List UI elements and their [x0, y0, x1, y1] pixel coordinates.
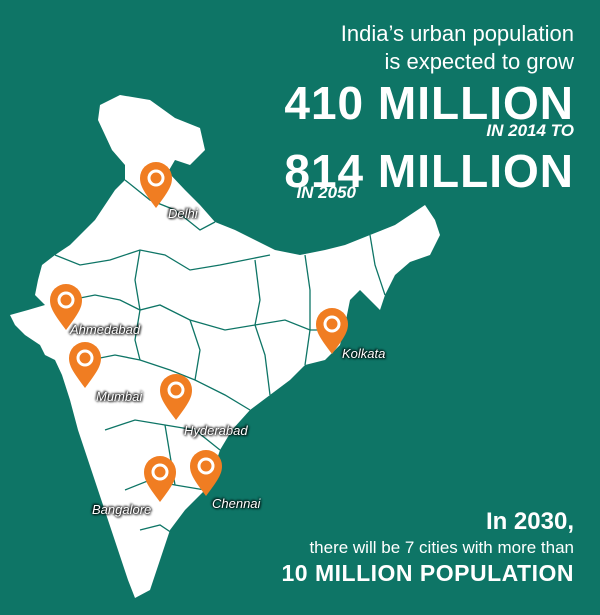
headline-line-2: is expected to grow — [384, 49, 574, 74]
city-label-chennai: Chennai — [212, 496, 261, 511]
footer-text: there will be 7 cities with more than — [309, 538, 574, 557]
headline-period-2014: IN 2014 TO — [486, 121, 574, 140]
city-label-ahmedabad: Ahmedabad — [70, 322, 141, 337]
footer-year: In 2030, — [485, 508, 574, 535]
footer-highlight: 10 MILLION POPULATION — [281, 560, 574, 586]
india-outline — [10, 95, 440, 598]
headline-period-2050: IN 2050 — [296, 183, 356, 202]
city-label-delhi: Delhi — [168, 206, 198, 221]
city-label-kolkata: Kolkata — [342, 346, 386, 361]
headline: India’s urban population is expected to … — [154, 20, 574, 202]
city-label-mumbai: Mumbai — [96, 389, 143, 404]
headline-value-2050: 814 MILLION — [284, 145, 574, 197]
city-label-bangalore: Bangalore — [92, 502, 152, 517]
headline-value-2014: 410 MILLION — [284, 77, 574, 129]
footer-note: In 2030, there will be 7 cities with mor… — [174, 507, 574, 587]
headline-line-1: India’s urban population — [340, 21, 574, 46]
city-label-hyderabad: Hyderabad — [184, 423, 248, 438]
